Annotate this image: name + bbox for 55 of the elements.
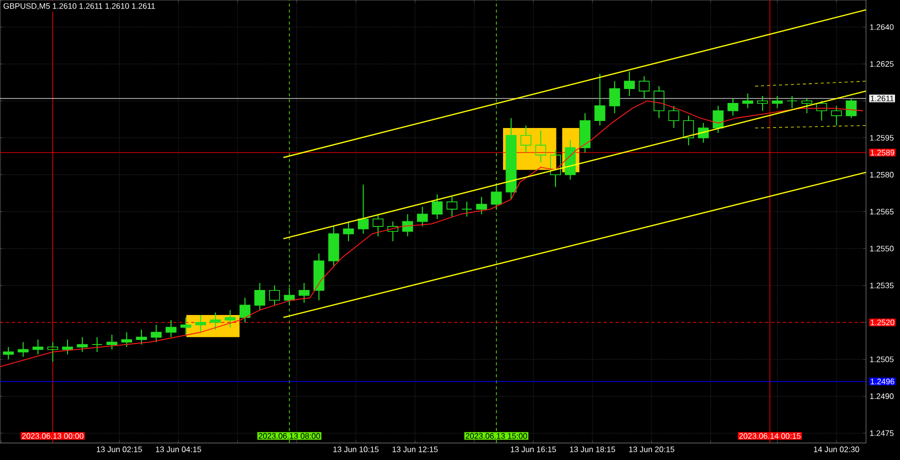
candlestick [742,93,754,109]
candlestick [402,214,414,237]
candlestick [372,214,384,237]
candlestick [76,336,88,352]
candlestick [166,319,176,338]
candlestick [32,339,44,355]
candlestick [416,206,428,227]
candlestick [195,314,206,333]
candlestick [446,196,458,218]
candlestick [358,184,369,234]
candlestick [831,105,842,126]
candlestick [92,336,103,352]
candlestick [506,118,517,200]
candlestick [298,282,310,304]
candlestick [594,73,606,126]
candlestick [284,287,295,306]
candlestick [432,194,443,220]
candlestick [624,70,635,96]
candlestick [224,310,236,328]
candlestick [254,282,266,311]
candlestick [328,226,340,266]
candlestick [535,130,546,163]
candlestick [550,150,561,188]
candlestick [210,312,221,330]
candlestick [269,284,280,306]
candlestick [476,196,487,215]
candlestick [638,76,650,99]
candlestick [150,324,162,343]
candlestick [136,329,147,346]
candlestick [343,220,354,242]
candlestick [786,95,798,109]
candlestick [313,252,324,301]
candlestick [668,105,680,128]
candlestick [801,98,812,114]
candlestick [461,201,472,218]
candlestick [609,80,620,114]
candlestick [106,334,118,350]
candlestick [757,95,768,112]
candlestick [580,112,590,154]
candlestick [772,95,783,109]
candlestick [654,86,664,119]
candlestick [520,125,532,154]
candlestick [121,332,132,348]
candlestick [816,100,828,122]
candlestick [387,220,398,242]
candlestick [846,98,857,119]
candlestick [240,297,250,323]
candlestick [683,115,694,146]
candlestick [62,339,73,355]
candlestick [47,342,58,362]
candlestick [728,98,738,116]
candlestick [18,342,29,358]
candlestick [2,346,14,360]
candlestick [490,184,502,210]
candlestick [712,105,724,134]
